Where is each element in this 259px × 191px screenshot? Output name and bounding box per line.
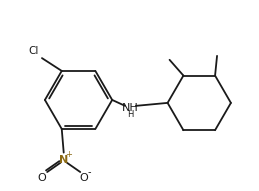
Text: O: O: [79, 173, 88, 183]
Text: Cl: Cl: [28, 46, 39, 56]
Text: +: +: [65, 150, 72, 159]
Text: N: N: [59, 155, 68, 165]
Text: O: O: [38, 173, 46, 183]
Text: NH: NH: [122, 103, 138, 113]
Text: H: H: [127, 110, 133, 119]
Text: -: -: [88, 167, 91, 177]
